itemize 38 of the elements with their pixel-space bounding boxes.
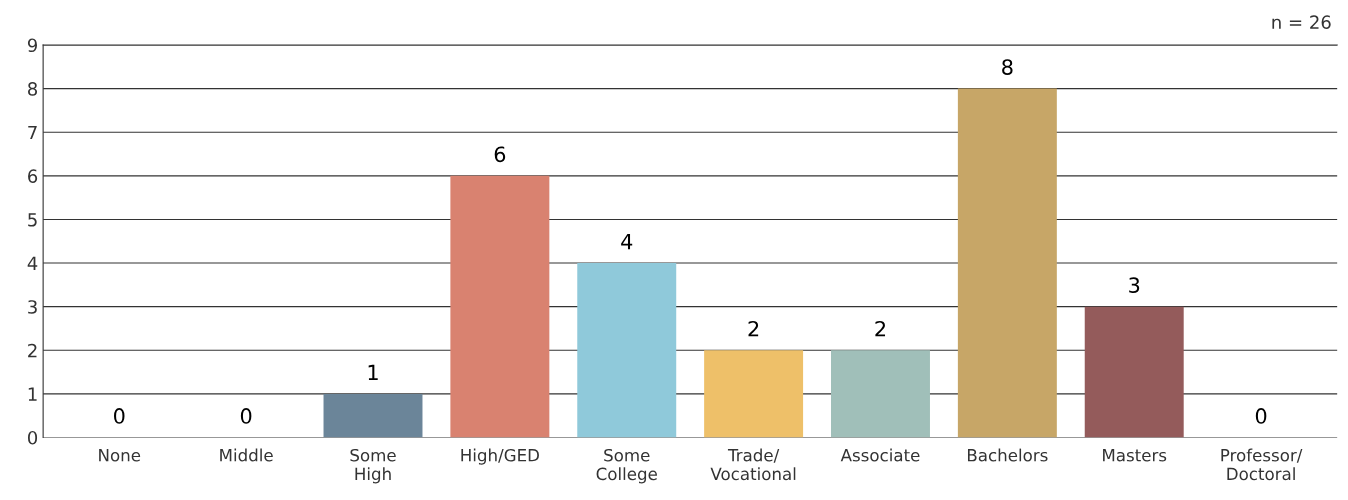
text: n = 26 [1272, 15, 1331, 29]
y-tick-label: 5 [28, 213, 37, 227]
data-label: 1 [368, 364, 378, 380]
y-tick-label: 8 [28, 82, 38, 96]
data-label: 4 [621, 233, 633, 250]
bar [323, 393, 423, 438]
data-label: 8 [1002, 59, 1013, 75]
y-tick-label: 9 [27, 38, 38, 53]
x-tick-label: Some College [596, 448, 657, 484]
data-label: 3 [1129, 277, 1140, 294]
y-tick-label: 6 [28, 169, 38, 183]
y-tick-label: 7 [28, 125, 37, 140]
x-tick-label: High/GED [461, 448, 539, 465]
y-tick-label: 3 [28, 300, 37, 314]
x-tick-label: Trade/ Vocational [710, 448, 796, 481]
x-tick-label: None [99, 449, 141, 462]
y-tick-label: 1 [28, 387, 37, 401]
x-tick-label: Professor/ Doctoral [1221, 448, 1303, 481]
x-tick-label: Masters [1103, 449, 1167, 462]
y-tick-label: 4 [27, 256, 38, 270]
data-label: 6 [494, 146, 506, 163]
y-tick-label: 0 [27, 430, 38, 445]
data-label: 2 [875, 320, 886, 337]
bar [1084, 306, 1184, 438]
bar [577, 263, 677, 438]
data-label: 2 [748, 320, 759, 337]
data-label: 0 [114, 408, 125, 424]
x-tick-label: Associate [840, 448, 920, 462]
bar [450, 175, 550, 438]
bar [704, 350, 804, 438]
x-tick-label: Bachelors [967, 448, 1048, 462]
data-label: 0 [240, 408, 252, 424]
bar [957, 88, 1057, 438]
data-label: 0 [1255, 408, 1267, 424]
y-tick-label: 2 [28, 343, 37, 358]
x-tick-label: Some High [350, 448, 396, 484]
x-tick-label: Middle [220, 448, 273, 462]
bar [831, 350, 930, 438]
